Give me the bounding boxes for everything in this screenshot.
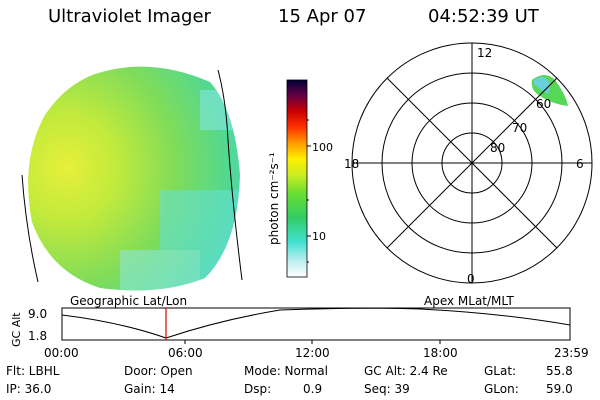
timeline-frame (61, 307, 571, 341)
gain-info: Gain: 14 (124, 382, 175, 396)
time-tick-2: 12:00 (295, 346, 330, 360)
mlt-6-label: 6 (576, 157, 584, 171)
colorbar-tick-100: 100 (312, 141, 333, 154)
geographic-label: Geographic Lat/Lon (70, 294, 188, 308)
dsp-label: Dsp: (244, 382, 272, 396)
gc-alt-tick-bottom: 1.8 (28, 329, 47, 343)
date-label: 15 Apr 07 (278, 6, 367, 27)
flt-info: Flt: LBHL (6, 364, 60, 378)
limb-line-left (21, 174, 39, 283)
colorbar-unit-label: photon cm⁻²s⁻¹ (267, 152, 281, 245)
lat-70-label: 70 (512, 121, 527, 135)
glon-value: 59.0 (546, 382, 573, 396)
polar-diagonal-2 (386, 77, 558, 249)
time-tick-0: 00:00 (44, 346, 79, 360)
instrument-title: Ultraviolet Imager (48, 6, 211, 27)
auroral-patch (531, 75, 568, 106)
colorbar-tick-10: 10 (312, 230, 326, 243)
time-label: 04:52:39 UT (428, 6, 539, 27)
lat-80-label: 80 (490, 141, 505, 155)
time-tick-4: 23:59 (554, 346, 589, 360)
limb-line-right (217, 69, 243, 281)
mlt-18-label: 18 (344, 157, 359, 171)
ip-info: IP: 36.0 (6, 382, 52, 396)
glat-value: 55.8 (546, 364, 573, 378)
mlt-12-label: 12 (477, 46, 492, 60)
dsp-value: 0.9 (303, 382, 323, 396)
time-tick-1: 06:00 (168, 346, 203, 360)
seq-info: Seq: 39 (364, 382, 410, 396)
gc-alt-curve (61, 307, 571, 339)
apex-label: Apex MLat/MLT (424, 294, 514, 308)
door-info: Door: Open (124, 364, 193, 378)
glon-label: GLon: (484, 382, 519, 396)
gc-alt-axis-label: GC Alt (10, 312, 23, 347)
colorbar-scale (286, 79, 308, 278)
lat-60-label: 60 (536, 97, 551, 111)
mode-info: Mode: Normal (244, 364, 328, 378)
gc-alt-info: GC Alt: 2.4 Re (364, 364, 448, 378)
time-tick-3: 18:00 (423, 346, 458, 360)
gc-alt-tick-top: 9.0 (28, 307, 47, 321)
mlt-0-label: 0 (467, 272, 475, 286)
glat-label: GLat: (484, 364, 517, 378)
